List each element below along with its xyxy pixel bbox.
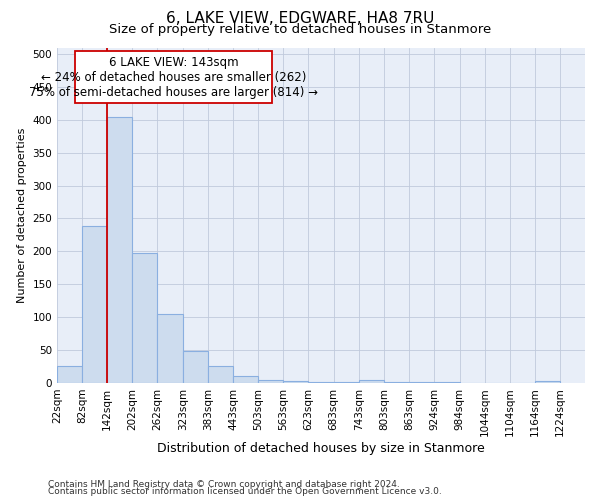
Bar: [308, 382, 334, 383]
Text: 6 LAKE VIEW: 143sqm: 6 LAKE VIEW: 143sqm: [109, 56, 238, 70]
Bar: [359, 380, 384, 383]
Bar: [133, 252, 157, 383]
Bar: [82, 226, 107, 383]
Bar: [258, 380, 283, 383]
X-axis label: Distribution of detached houses by size in Stanmore: Distribution of detached houses by size …: [157, 442, 485, 455]
Text: Contains HM Land Registry data © Crown copyright and database right 2024.: Contains HM Land Registry data © Crown c…: [48, 480, 400, 489]
Text: Size of property relative to detached houses in Stanmore: Size of property relative to detached ho…: [109, 23, 491, 36]
Bar: [283, 381, 308, 383]
Bar: [57, 366, 82, 383]
Bar: [409, 382, 434, 383]
FancyBboxPatch shape: [75, 51, 272, 104]
Bar: [233, 376, 258, 383]
Bar: [535, 381, 560, 383]
Text: 6, LAKE VIEW, EDGWARE, HA8 7RU: 6, LAKE VIEW, EDGWARE, HA8 7RU: [166, 11, 434, 26]
Bar: [384, 382, 409, 383]
Bar: [208, 366, 233, 383]
Bar: [107, 116, 133, 383]
Y-axis label: Number of detached properties: Number of detached properties: [17, 128, 27, 303]
Bar: [434, 382, 460, 383]
Text: Contains public sector information licensed under the Open Government Licence v3: Contains public sector information licen…: [48, 487, 442, 496]
Bar: [183, 352, 208, 383]
Bar: [157, 314, 182, 383]
Bar: [334, 382, 359, 383]
Text: ← 24% of detached houses are smaller (262): ← 24% of detached houses are smaller (26…: [41, 72, 306, 85]
Text: 75% of semi-detached houses are larger (814) →: 75% of semi-detached houses are larger (…: [29, 86, 318, 100]
